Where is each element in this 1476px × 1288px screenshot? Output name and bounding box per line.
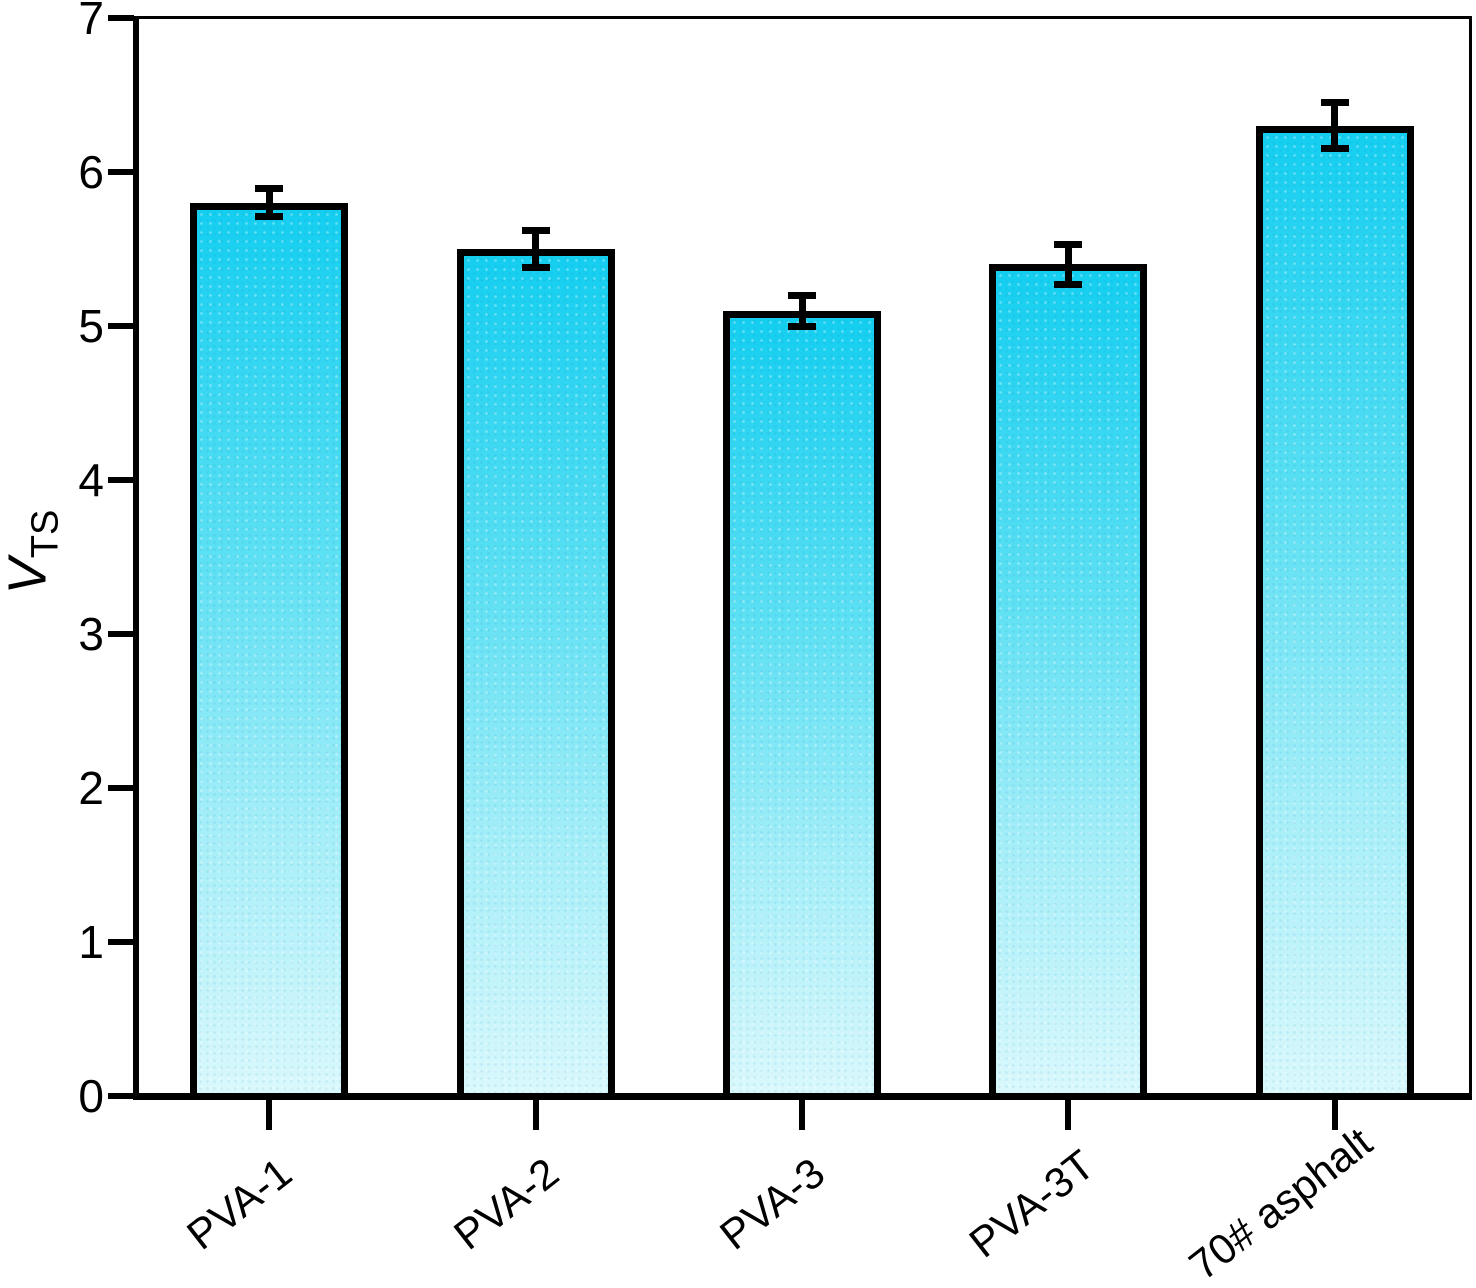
bar-PVA-3 (723, 310, 881, 1100)
error-bar-cap-top (1320, 99, 1349, 107)
error-bar-cap-bottom (521, 263, 550, 271)
error-bar-line (1331, 102, 1339, 149)
x-axis-tick (1065, 1100, 1072, 1130)
bar-PVA-2 (456, 249, 615, 1100)
x-axis-tick-label: PVA-3 (711, 1148, 834, 1259)
error-bar-line (1064, 244, 1072, 285)
y-axis-tick (108, 785, 134, 791)
y-axis-tick (108, 169, 134, 175)
x-axis-tick-label: PVA-1 (178, 1148, 301, 1259)
y-axis-title: VTS (0, 510, 68, 595)
error-bar-cap-bottom (1320, 145, 1349, 153)
y-axis-tick (108, 1093, 134, 1099)
bar-70# asphalt (1255, 125, 1414, 1100)
y-axis-tick-label: 2 (78, 762, 104, 814)
y-axis-tick (108, 631, 134, 637)
y-axis-tick (108, 477, 134, 483)
error-bar-line (532, 230, 540, 268)
error-bar-cap-bottom (1054, 280, 1083, 288)
y-axis-tick-label: 3 (78, 608, 104, 660)
y-axis-tick-label: 0 (78, 1070, 104, 1122)
x-axis-tick (799, 1100, 805, 1130)
y-axis-tick-label: 7 (78, 0, 104, 44)
y-axis-tick (108, 323, 134, 329)
error-bar-line (265, 188, 273, 217)
y-axis-tick-label: 1 (78, 916, 104, 968)
x-axis-tick-label: PVA-3T (960, 1140, 1104, 1267)
y-axis-title-main: V (0, 558, 58, 595)
x-axis-tick-label: PVA-2 (444, 1148, 567, 1259)
error-bar-line (798, 295, 806, 326)
error-bar-cap-bottom (255, 213, 284, 221)
x-axis-tick (266, 1100, 273, 1130)
error-bar-cap-top (1054, 240, 1083, 248)
y-axis-tick-label: 5 (78, 300, 104, 352)
y-axis-tick (108, 939, 134, 945)
error-bar-cap-top (521, 227, 550, 235)
bar-PVA-1 (190, 202, 349, 1100)
y-axis-tick (108, 15, 134, 21)
error-bar-cap-bottom (788, 322, 816, 330)
x-axis-tick (532, 1100, 539, 1130)
x-axis-tick (1331, 1100, 1338, 1130)
error-bar-cap-top (788, 291, 816, 299)
error-bar-cap-top (255, 185, 284, 193)
y-axis-tick-label: 6 (78, 146, 104, 198)
y-axis-tick-label: 4 (78, 454, 104, 506)
x-axis-tick-label: 70# asphalt (1180, 1118, 1381, 1288)
y-axis-title-subscript: TS (24, 509, 67, 559)
bar-PVA-3T (989, 264, 1148, 1100)
